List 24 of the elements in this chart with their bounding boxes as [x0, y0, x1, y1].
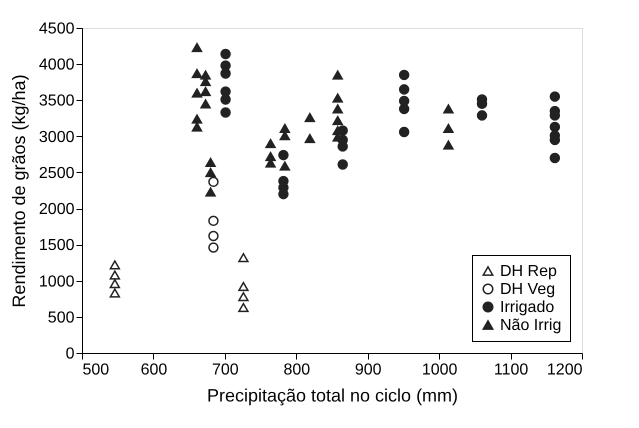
y-tick-label: 2000 — [38, 201, 75, 218]
x-tick-label: 1200 — [546, 362, 583, 378]
x-tick-label: 1100 — [494, 362, 528, 378]
y-tick-label: 1000 — [38, 273, 75, 290]
legend-label: DH Rep — [500, 263, 558, 280]
y-tick-label: 1500 — [38, 237, 75, 254]
x-tick-label: 600 — [140, 362, 168, 378]
legend-label: DH Veg — [500, 281, 556, 298]
y-tick-label: 4000 — [38, 56, 75, 74]
x-tick-label: 1000 — [422, 362, 458, 378]
legend-label: Não Irrig — [500, 317, 562, 334]
legend-label: Irrigado — [500, 299, 554, 316]
y-tick-label: 3500 — [38, 92, 75, 110]
y-tick-label: 0 — [66, 346, 75, 362]
y-tick-label: 2500 — [38, 164, 75, 182]
y-axis-title: Rendimento de grãos (kg/ha) — [8, 74, 29, 308]
y-tick-label: 3000 — [38, 128, 75, 146]
x-tick-label: 900 — [354, 362, 382, 378]
x-axis-title: Precipitação total no ciclo (mm) — [206, 386, 458, 406]
y-tick-label: 500 — [48, 309, 75, 326]
y-tick-label: 4500 — [38, 20, 75, 38]
x-tick-label: 500 — [82, 362, 110, 378]
x-tick-label: 700 — [212, 362, 239, 378]
x-tick-label: 800 — [283, 362, 310, 378]
